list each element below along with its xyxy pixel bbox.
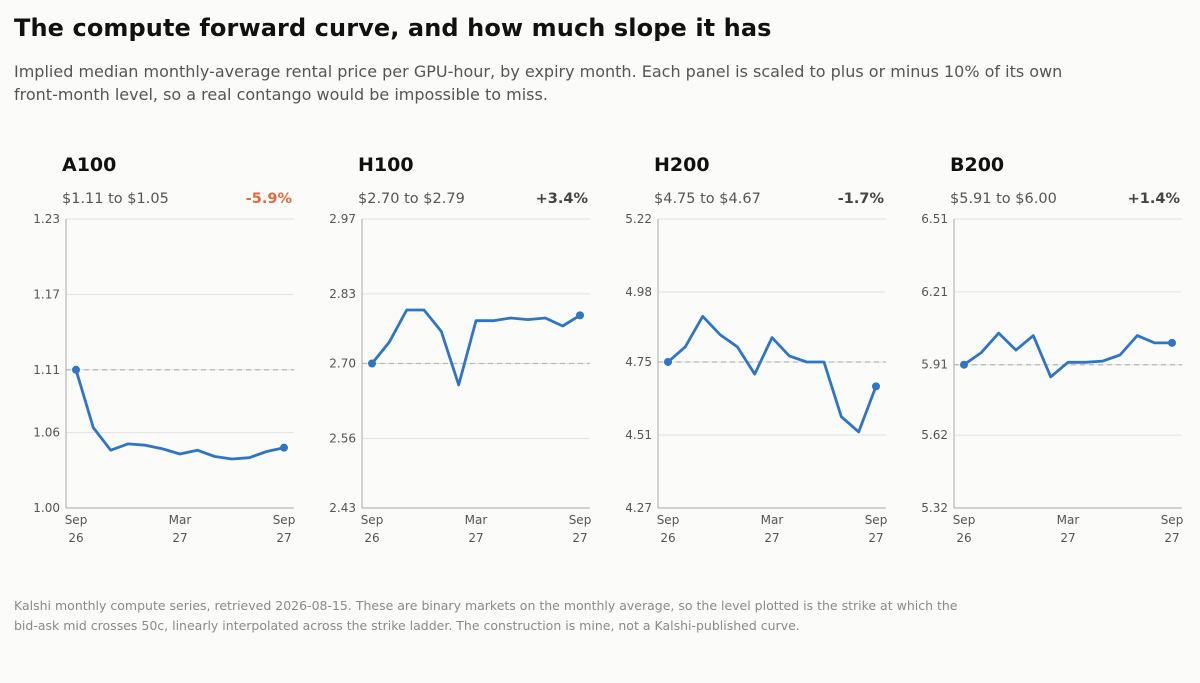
x-tick-label: Sep xyxy=(953,513,976,527)
series-line xyxy=(666,314,878,434)
page-title: The compute forward curve, and how much … xyxy=(14,14,772,42)
x-tick-label: Mar xyxy=(761,513,784,527)
end-point-marker xyxy=(872,382,880,391)
x-tick-label: Sep xyxy=(65,513,88,527)
x-tick-label: Mar xyxy=(169,513,192,527)
start-point-marker xyxy=(72,365,80,374)
y-tick-label: 1.06 xyxy=(33,426,60,440)
y-tick-label: 1.11 xyxy=(33,363,60,377)
y-tick-label: 5.62 xyxy=(921,428,948,442)
series-line xyxy=(962,331,1174,379)
x-tick-label: 26 xyxy=(956,531,971,545)
x-tick-label: Sep xyxy=(865,513,888,527)
panel-change-label: -1.7% xyxy=(838,191,885,207)
y-tick-label: 4.51 xyxy=(625,428,652,442)
panel-range-label: $2.70 to $2.79 xyxy=(358,191,465,207)
start-point-marker xyxy=(960,360,968,369)
series-line xyxy=(370,308,582,387)
small-multiples-chart: A100 $1.11 to $1.05 -5.9% 1.00 1.06 1.11 1.17 1… xyxy=(33,154,1184,545)
y-tick-label: 5.91 xyxy=(921,358,948,372)
panel-range-label: $1.11 to $1.05 xyxy=(62,191,169,207)
end-point-marker xyxy=(280,443,288,452)
y-tick-label: 2.43 xyxy=(329,501,356,515)
y-tick-label: 1.17 xyxy=(33,287,60,301)
panel-change-label: +3.4% xyxy=(536,191,589,207)
y-tick-label: 1.00 xyxy=(33,501,60,515)
x-tick-label: 27 xyxy=(276,531,291,545)
panel-title-b200: B200 xyxy=(950,154,1004,176)
start-point-marker xyxy=(664,357,672,366)
panel-change-label: +1.4% xyxy=(1128,191,1181,207)
x-tick-label: 27 xyxy=(172,531,187,545)
x-tick-label: 27 xyxy=(1164,531,1179,545)
x-tick-label: 26 xyxy=(660,531,675,545)
series-line xyxy=(74,368,286,461)
x-tick-label: Sep xyxy=(569,513,592,527)
x-tick-label: 26 xyxy=(364,531,379,545)
panel-title-h100: H100 xyxy=(358,154,414,176)
end-point-marker xyxy=(576,311,584,320)
x-tick-label: 27 xyxy=(468,531,483,545)
x-tick-label: Sep xyxy=(273,513,296,527)
x-tick-label: 26 xyxy=(68,531,83,545)
charts-area: A100 $1.11 to $1.05 -5.9% 1.00 1.06 1.11 1.17 1… xyxy=(0,140,1200,560)
panel-change-label: -5.9% xyxy=(246,191,293,207)
y-tick-label: 1.23 xyxy=(33,212,60,226)
y-tick-label: 2.97 xyxy=(329,212,356,226)
y-tick-label: 5.32 xyxy=(921,501,948,515)
footnote: Kalshi monthly compute series, retrieved… xyxy=(14,598,958,633)
y-tick-label: 5.22 xyxy=(625,212,652,226)
y-tick-label: 4.75 xyxy=(625,355,652,369)
panel-title-h200: H200 xyxy=(654,154,710,176)
page-subtitle: Implied median monthly-average rental pr… xyxy=(14,62,1063,104)
x-tick-label: 27 xyxy=(1060,531,1075,545)
y-tick-label: 2.56 xyxy=(329,431,356,445)
x-tick-label: 27 xyxy=(868,531,883,545)
y-tick-label: 2.70 xyxy=(329,357,356,371)
x-tick-label: Sep xyxy=(657,513,680,527)
x-tick-label: 27 xyxy=(764,531,779,545)
x-tick-label: Mar xyxy=(1057,513,1080,527)
end-point-marker xyxy=(1168,338,1176,347)
panel-range-label: $5.91 to $6.00 xyxy=(950,191,1057,207)
y-tick-label: 4.27 xyxy=(625,501,652,515)
panel-range-label: $4.75 to $4.67 xyxy=(654,191,761,207)
x-tick-label: Mar xyxy=(465,513,488,527)
x-tick-label: Sep xyxy=(1161,513,1184,527)
y-tick-label: 2.83 xyxy=(329,287,356,301)
y-tick-label: 6.51 xyxy=(921,212,948,226)
x-tick-label: Sep xyxy=(361,513,384,527)
y-tick-label: 4.98 xyxy=(625,285,652,299)
start-point-marker xyxy=(368,359,376,368)
panel-title-a100: A100 xyxy=(62,154,116,176)
x-tick-label: 27 xyxy=(572,531,587,545)
y-tick-label: 6.21 xyxy=(921,285,948,299)
